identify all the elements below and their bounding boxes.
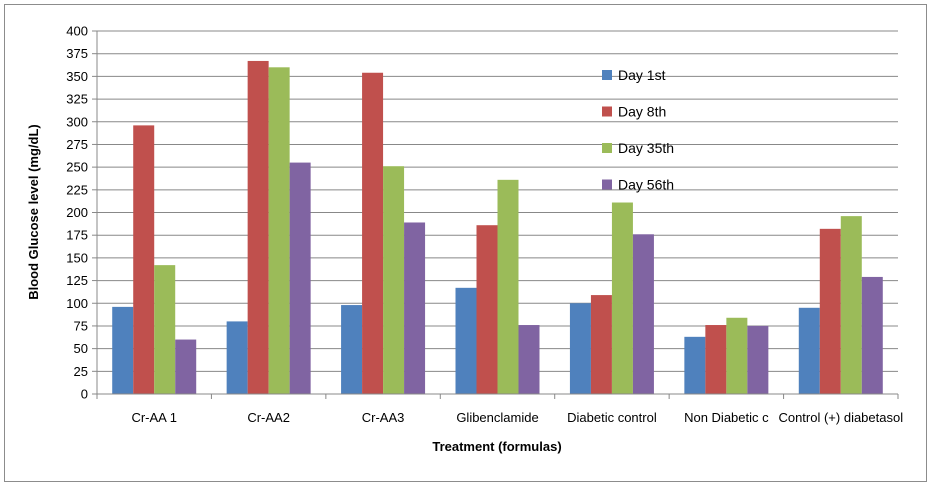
bar <box>798 307 820 394</box>
y-tick-label: 300 <box>66 114 88 129</box>
bar <box>861 276 883 394</box>
legend-label: Day 1st <box>618 67 666 83</box>
bar <box>611 202 633 394</box>
bar <box>497 179 519 394</box>
y-tick-label: 275 <box>66 137 88 152</box>
legend-swatch <box>602 70 612 80</box>
y-tick-label: 400 <box>66 24 88 39</box>
bar <box>289 162 311 394</box>
y-tick-label: 75 <box>74 318 88 333</box>
x-tick-label: Non Diabetic c <box>684 410 769 425</box>
bar <box>383 166 405 394</box>
x-tick-label: Glibenclamide <box>456 410 538 425</box>
bar <box>133 125 155 394</box>
bar <box>476 225 498 394</box>
y-tick-label: 175 <box>66 228 88 243</box>
bar <box>455 287 477 394</box>
bar <box>726 317 748 394</box>
legend-label: Day 8th <box>618 104 666 120</box>
bar <box>705 325 727 394</box>
x-tick-label: Control (+) diabetasol <box>778 410 903 425</box>
y-tick-label: 375 <box>66 46 88 61</box>
bars <box>112 60 883 395</box>
y-tick-label: 150 <box>66 250 88 265</box>
y-tick-label: 0 <box>81 387 88 402</box>
x-tick-label: Diabetic control <box>567 410 657 425</box>
y-tick-label: 125 <box>66 273 88 288</box>
bar <box>590 295 612 394</box>
bar <box>362 72 384 395</box>
y-tick-label: 250 <box>66 160 88 175</box>
legend-swatch <box>602 179 612 190</box>
y-tick-label: 25 <box>74 364 88 379</box>
bar <box>154 265 176 394</box>
x-tick-label: Cr-AA 1 <box>131 410 177 425</box>
chart-frame <box>4 4 927 482</box>
bar <box>684 336 706 394</box>
legend: Day 1st Day 8th Day 35th Day 56th <box>602 67 674 193</box>
y-tick-label: 100 <box>66 296 88 311</box>
x-axis-title: Treatment (formulas) <box>432 439 561 454</box>
legend-label: Day 56th <box>618 177 674 193</box>
bar <box>341 305 363 394</box>
legend-swatch <box>602 106 612 117</box>
x-tick-label: Cr-AA3 <box>362 410 405 425</box>
bar <box>247 60 269 394</box>
bar <box>268 67 290 395</box>
bar <box>404 222 426 394</box>
y-tick-label: 200 <box>66 205 88 220</box>
y-tick-label: 350 <box>66 69 88 84</box>
y-axis-title: Blood Glucose level (mg/dL) <box>26 124 41 300</box>
bar <box>569 303 591 394</box>
axes: 0 25 50 75 100 125 150 175 200 225 250 275 300 325 350… <box>66 24 903 426</box>
y-tick-label: 225 <box>66 182 88 197</box>
legend-label: Day 35th <box>618 140 674 156</box>
y-tick-label: 50 <box>74 341 88 356</box>
bar <box>632 234 654 394</box>
bar <box>112 306 134 394</box>
bar <box>226 321 248 394</box>
legend-swatch <box>602 143 612 153</box>
bar <box>840 216 862 394</box>
bar <box>819 228 841 394</box>
bar <box>518 325 540 394</box>
y-tick-label: 325 <box>66 92 88 107</box>
bar <box>747 325 769 394</box>
bar <box>175 339 197 394</box>
x-tick-label: Cr-AA2 <box>247 410 290 425</box>
